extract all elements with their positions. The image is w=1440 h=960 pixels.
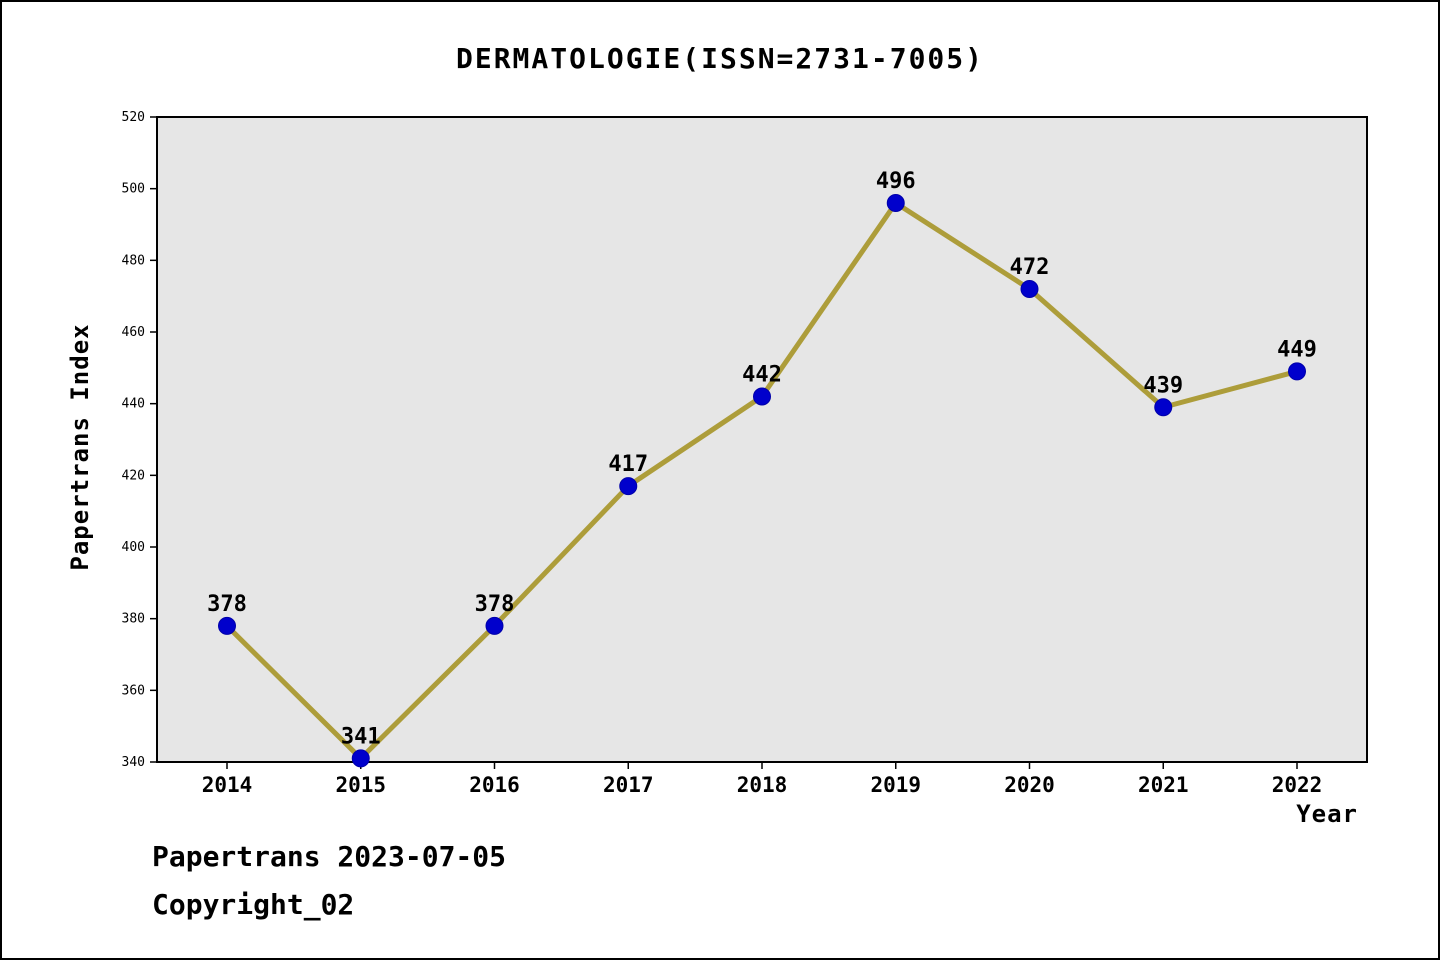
- x-tick-label: 2021: [1138, 773, 1189, 797]
- x-tick-label: 2016: [469, 773, 520, 797]
- data-point-label: 439: [1143, 373, 1183, 398]
- x-tick-label: 2014: [202, 773, 253, 797]
- footer-copyright: Copyright_02: [152, 888, 355, 921]
- y-tick-label: 360: [122, 683, 145, 698]
- x-tick-label: 2022: [1272, 773, 1323, 797]
- x-tick-label: 2017: [603, 773, 654, 797]
- data-point-label: 341: [341, 724, 381, 749]
- data-point: [619, 477, 638, 496]
- data-point-label: 378: [475, 592, 515, 617]
- data-point: [1154, 398, 1173, 417]
- x-tick-label: 2015: [335, 773, 386, 797]
- x-tick-label: 2020: [1004, 773, 1055, 797]
- data-point-label: 442: [742, 363, 782, 388]
- axis-frame: [156, 116, 1368, 763]
- footer-date: Papertrans 2023-07-05: [152, 840, 507, 873]
- data-point: [753, 387, 771, 406]
- data-point-label: 472: [1010, 255, 1050, 280]
- data-point: [351, 749, 370, 768]
- data-point: [1288, 362, 1306, 381]
- data-point-label: 449: [1277, 337, 1317, 362]
- y-tick-label: 440: [122, 397, 145, 412]
- y-tick-label: 480: [122, 253, 145, 268]
- x-axis-label: Year: [1296, 800, 1358, 828]
- y-tick-label: 380: [122, 612, 145, 627]
- data-point: [886, 194, 905, 212]
- y-tick-label: 340: [122, 755, 145, 770]
- y-tick-label: 500: [122, 182, 145, 197]
- y-tick-label: 420: [122, 468, 145, 483]
- y-tick-label: 400: [122, 540, 145, 555]
- y-tick-label: 520: [122, 110, 145, 125]
- x-tick-label: 2018: [737, 773, 788, 797]
- data-point: [485, 616, 504, 635]
- data-point: [1020, 280, 1039, 298]
- plot-area: [157, 117, 1367, 762]
- data-point-label: 417: [608, 452, 648, 477]
- chart-title: DERMATOLOGIE(ISSN=2731-7005): [455, 42, 984, 75]
- y-tick-label: 460: [122, 325, 145, 340]
- data-point-label: 496: [876, 169, 916, 194]
- data-point-label: 378: [207, 592, 247, 617]
- data-point: [218, 616, 236, 635]
- x-tick-label: 2019: [870, 773, 921, 797]
